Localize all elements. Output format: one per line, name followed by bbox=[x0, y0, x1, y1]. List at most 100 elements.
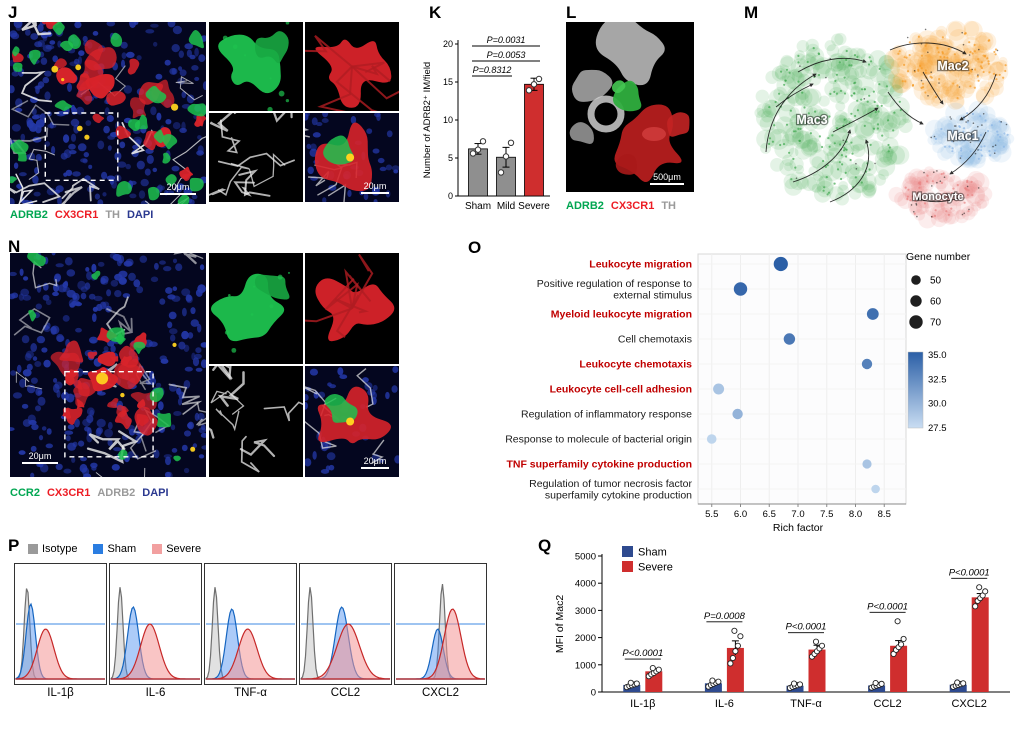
y-tick-label: 1000 bbox=[575, 660, 596, 671]
velocity-streamline bbox=[889, 42, 967, 55]
data-points bbox=[497, 139, 515, 176]
bar-chart-q: 0 1000 2000 3000 4000 5000 MFI of Mac2 IL-1β P<0… bbox=[554, 546, 1010, 710]
caption-word: TH bbox=[661, 200, 676, 212]
cluster-label: Monocyte bbox=[912, 191, 963, 203]
x-category-label: CCL2 bbox=[874, 698, 902, 710]
color-legend-tick: 30.0 bbox=[928, 399, 947, 410]
y-tick-label: 15 bbox=[443, 77, 453, 87]
velocity-streamline bbox=[765, 73, 817, 153]
color-legend-tick: 35.0 bbox=[928, 350, 947, 361]
go-term-label: TNF superfamily cytokine production bbox=[506, 459, 692, 471]
caption-word: CX3CR1 bbox=[610, 200, 655, 212]
data-points bbox=[972, 584, 989, 610]
hist-curve-severe bbox=[301, 623, 391, 680]
velocity-streamline bbox=[887, 91, 924, 125]
color-legend-tick: 27.5 bbox=[928, 423, 947, 434]
panel-label-p: P bbox=[8, 536, 20, 555]
legend-swatch bbox=[152, 544, 163, 554]
scale-bar-label: 20μm bbox=[29, 451, 52, 461]
flow-hist-marker-label: IL-1β bbox=[47, 687, 74, 699]
go-term-label: Regulation of inflammatory response bbox=[521, 409, 692, 421]
bubble-point bbox=[871, 484, 880, 494]
y-tick-label: 0 bbox=[448, 191, 453, 201]
micrograph-n-main: 20μm bbox=[10, 253, 206, 477]
go-term-label: Leukocyte migration bbox=[589, 259, 692, 271]
legend-label: Sham bbox=[107, 543, 137, 555]
x-tick-label: 6.5 bbox=[763, 509, 776, 520]
x-tick-label: 8.0 bbox=[849, 509, 862, 520]
bubble-plot-o: Leukocyte migration Positive regulation o… bbox=[505, 251, 970, 532]
x-tick-label: 7.0 bbox=[791, 509, 804, 520]
x-category-label: CXCL2 bbox=[951, 698, 986, 710]
y-axis-label: Number of ADRB2⁺ IM/field bbox=[422, 62, 433, 178]
hist-curve-severe bbox=[396, 608, 485, 680]
bubble-point bbox=[783, 333, 796, 345]
y-tick-label: 2000 bbox=[575, 633, 596, 644]
flow-hist-marker-label: IL-6 bbox=[145, 687, 166, 699]
size-legend-dot bbox=[909, 315, 923, 329]
velocity-streamline bbox=[792, 129, 852, 183]
flow-hist-marker-label: CXCL2 bbox=[421, 687, 460, 699]
color-legend-tick: 32.5 bbox=[928, 374, 947, 385]
inset-channel-green bbox=[209, 253, 303, 364]
caption-word: DAPI bbox=[142, 487, 169, 499]
p-value: P<0.0001 bbox=[867, 601, 908, 612]
caption-word: DAPI bbox=[126, 209, 154, 221]
y-tick-label: 20 bbox=[443, 39, 453, 49]
size-legend-value: 60 bbox=[930, 297, 942, 308]
caption-word: TH bbox=[105, 209, 120, 221]
scale-bar-label: 20μm bbox=[364, 181, 387, 191]
velocity-streamline bbox=[959, 73, 997, 121]
flow-hist-plot bbox=[299, 563, 392, 685]
data-points bbox=[469, 138, 487, 157]
caption-word: ADRB2 bbox=[566, 200, 604, 212]
legend-label: Severe bbox=[638, 562, 673, 574]
cluster-label: Mac3 bbox=[796, 113, 827, 127]
panel-label-k: K bbox=[429, 3, 442, 22]
flow-hist-plot bbox=[204, 563, 297, 685]
size-legend-value: 70 bbox=[930, 318, 942, 329]
bar-severe bbox=[808, 649, 826, 692]
caption-l: ADRB2 CX3CR1 TH bbox=[566, 196, 683, 214]
cluster-label: Mac1 bbox=[947, 129, 978, 143]
flow-hist-IL-6: IL-6 bbox=[109, 563, 202, 699]
x-tick-label: 5.5 bbox=[705, 509, 718, 520]
go-term-label: Response to molecule of bacterial origin bbox=[505, 434, 692, 446]
x-category-label: IL-6 bbox=[715, 698, 734, 710]
bar-sham bbox=[704, 683, 722, 692]
bubble-point bbox=[706, 434, 717, 444]
go-term-label: Leukocyte cell-cell adhesion bbox=[550, 384, 692, 396]
panel-label-j: J bbox=[8, 3, 18, 22]
y-tick-label: 5 bbox=[448, 153, 453, 163]
size-legend-value: 50 bbox=[930, 276, 942, 287]
image-l-3d-render: 500μm bbox=[566, 22, 694, 192]
p-value: P=0.0031 bbox=[487, 35, 526, 45]
panel-label-o: O bbox=[468, 238, 482, 257]
go-term-label: Regulation of tumor necrosis factor super… bbox=[529, 478, 692, 502]
x-category-label: Mild bbox=[497, 201, 515, 212]
legend-label: Sham bbox=[638, 547, 667, 559]
bar-sham bbox=[623, 684, 641, 692]
x-tick-label: 7.5 bbox=[820, 509, 833, 520]
data-points bbox=[868, 679, 885, 691]
bubble-point bbox=[862, 459, 872, 469]
legend-item-isotype: Isotype bbox=[28, 543, 77, 555]
legend-swatch bbox=[28, 544, 38, 554]
bar-chart-k: 0 5 10 15 20 Number of ADRB2⁺ IM/field Sham Mil… bbox=[422, 35, 550, 212]
y-tick-label: 4000 bbox=[575, 579, 596, 590]
scale-bar-label: 500μm bbox=[653, 172, 681, 182]
inset-channel-merge: 20μm bbox=[305, 366, 399, 477]
caption-word: CX3CR1 bbox=[54, 209, 99, 221]
hist-curve-severe bbox=[111, 623, 200, 680]
p-value: P<0.0001 bbox=[786, 622, 827, 633]
inset-channel-merge: 20μm bbox=[305, 113, 399, 202]
bar-severe bbox=[524, 83, 544, 197]
legend-label: Severe bbox=[166, 543, 202, 555]
umap-plot-m: Mac3 Mac2 Mac1 Monocyte bbox=[754, 20, 1015, 229]
x-axis-label: Rich factor bbox=[773, 522, 824, 532]
legend-swatch bbox=[93, 544, 104, 554]
velocity-streamline bbox=[797, 57, 867, 73]
hist-curve-severe bbox=[206, 628, 295, 680]
size-legend-dot bbox=[910, 295, 922, 307]
